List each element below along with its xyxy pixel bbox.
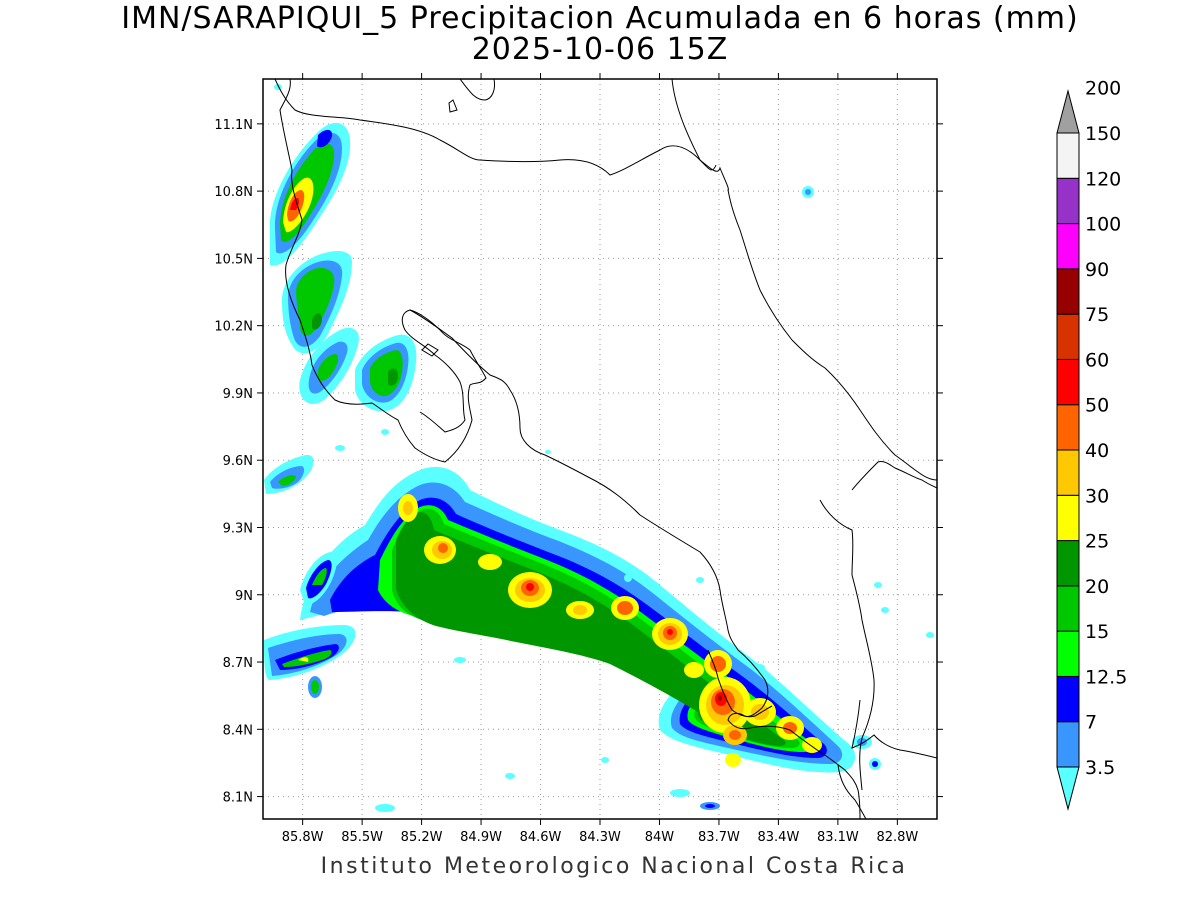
colorbar-swatch [1056,177,1080,225]
colorbar-label: 30 [1085,485,1109,507]
colorbar-swatch [1056,630,1080,677]
colorbar-swatch [1056,132,1080,179]
rain-cell-pacific-west [264,454,314,494]
lat-tick-label: 8.7N [223,656,253,671]
lon-tick-label: 83.7W [698,830,740,845]
lat-tick-label: 9.9N [223,387,253,402]
colorbar-legend: 3.5 7 12.5 15 20 25 30 40 50 60 75 90 100 120 150 200 [1056,78,1127,811]
rain-cells-southwest [264,552,466,698]
colorbar-label: 3.5 [1085,757,1115,779]
colorbar-label: 50 [1085,395,1109,417]
colorbar-upper-triangle [1056,89,1080,134]
lon-tick-label: 84.3W [579,830,621,845]
lon-tick-label: 85.8W [282,830,324,845]
colorbar-label: 150 [1085,123,1121,145]
latitude-axis: 11.1N 10.8N 10.5N 10.2N 9.9N 9.6N 9.3N 9N 8.7N 8.… [214,118,943,806]
colorbar-swatch [1056,449,1080,496]
map-title: IMN/SARAPIQUI_5 Precipitacion Acumulada … [121,1,1079,36]
lon-tick-label: 85.5W [341,830,383,845]
colorbar-swatch [1056,358,1080,406]
rain-cell-nicoya-coast [299,327,359,404]
map-date: 2025-10-06 15Z [471,32,729,67]
rain-cell-nicoya-gulf [355,334,417,412]
lon-tick-label: 83.1W [817,830,859,845]
lat-tick-label: 10.8N [214,185,253,200]
colorbar-label: 100 [1085,214,1121,236]
osa-border-segment [707,649,773,718]
footer-credit: Instituto Meteorologico Nacional Costa R… [320,854,908,879]
lon-tick-label: 85.2W [401,830,443,845]
lat-tick-label: 9.3N [223,521,253,536]
map-grid [263,79,937,819]
colorbar-label: 7 [1085,712,1097,734]
lon-tick-label: 84W [645,830,675,845]
colorbar-label: 90 [1085,259,1109,281]
colorbar-swatch [1056,585,1080,632]
lat-tick-label: 9.6N [223,454,253,469]
colorbar-label: 60 [1085,349,1109,371]
colorbar-swatch [1056,313,1080,360]
lat-tick-label: 10.2N [214,320,253,335]
longitude-axis: 85.8W 85.5W 85.2W 84.9W 84.6W 84.3W 84W 83.7W 83… [282,73,918,845]
colorbar-label: 200 [1085,78,1121,100]
colorbar-swatch [1056,404,1080,451]
colorbar-label: 15 [1085,621,1109,643]
lon-tick-label: 82.8W [876,830,918,845]
nicaragua-costa-rica-lake-shore [274,79,717,176]
colorbar-lower-triangle [1056,766,1080,811]
lat-tick-label: 8.4N [223,723,253,738]
lat-tick-label: 9N [235,589,253,604]
lon-tick-label: 84.6W [520,830,562,845]
lake-islet [448,99,458,113]
rain-cells-scattered [274,84,934,812]
colorbar-swatch [1056,540,1080,587]
panama-border [819,499,875,819]
colorbar-swatch [1056,721,1080,768]
colorbar-swatch [1056,494,1080,542]
rain-cell-guanacaste-north [269,122,351,266]
colorbar-swatch [1056,268,1080,315]
lon-tick-label: 84.9W [460,830,502,845]
lat-tick-label: 10.5N [214,252,253,267]
osa-gulf-shore [851,699,937,759]
nicaragua-lake-bay [459,79,495,101]
osa-peninsula-coast [727,649,861,819]
colorbar-label: 40 [1085,440,1109,462]
gulf-of-nicoya-coast [409,309,739,651]
colorbar-label: 20 [1085,576,1109,598]
colorbar-swatch [1056,223,1080,270]
caribbean-coast [671,79,937,481]
precipitation-field [264,84,934,812]
colorbar-label: 75 [1085,304,1109,326]
colorbar-label: 120 [1085,168,1121,190]
gulf-islet [421,343,439,357]
caribbean-panama-coast [851,461,937,491]
colorbar-label: 12.5 [1085,666,1127,688]
lat-tick-label: 8.1N [223,791,253,806]
colorbar-label: 25 [1085,531,1109,553]
coastlines-and-borders [274,79,937,819]
lon-tick-label: 83.4W [758,830,800,845]
lat-tick-label: 11.1N [214,118,253,133]
colorbar-swatch [1056,675,1080,723]
pacific-coast-northwest [279,79,487,463]
